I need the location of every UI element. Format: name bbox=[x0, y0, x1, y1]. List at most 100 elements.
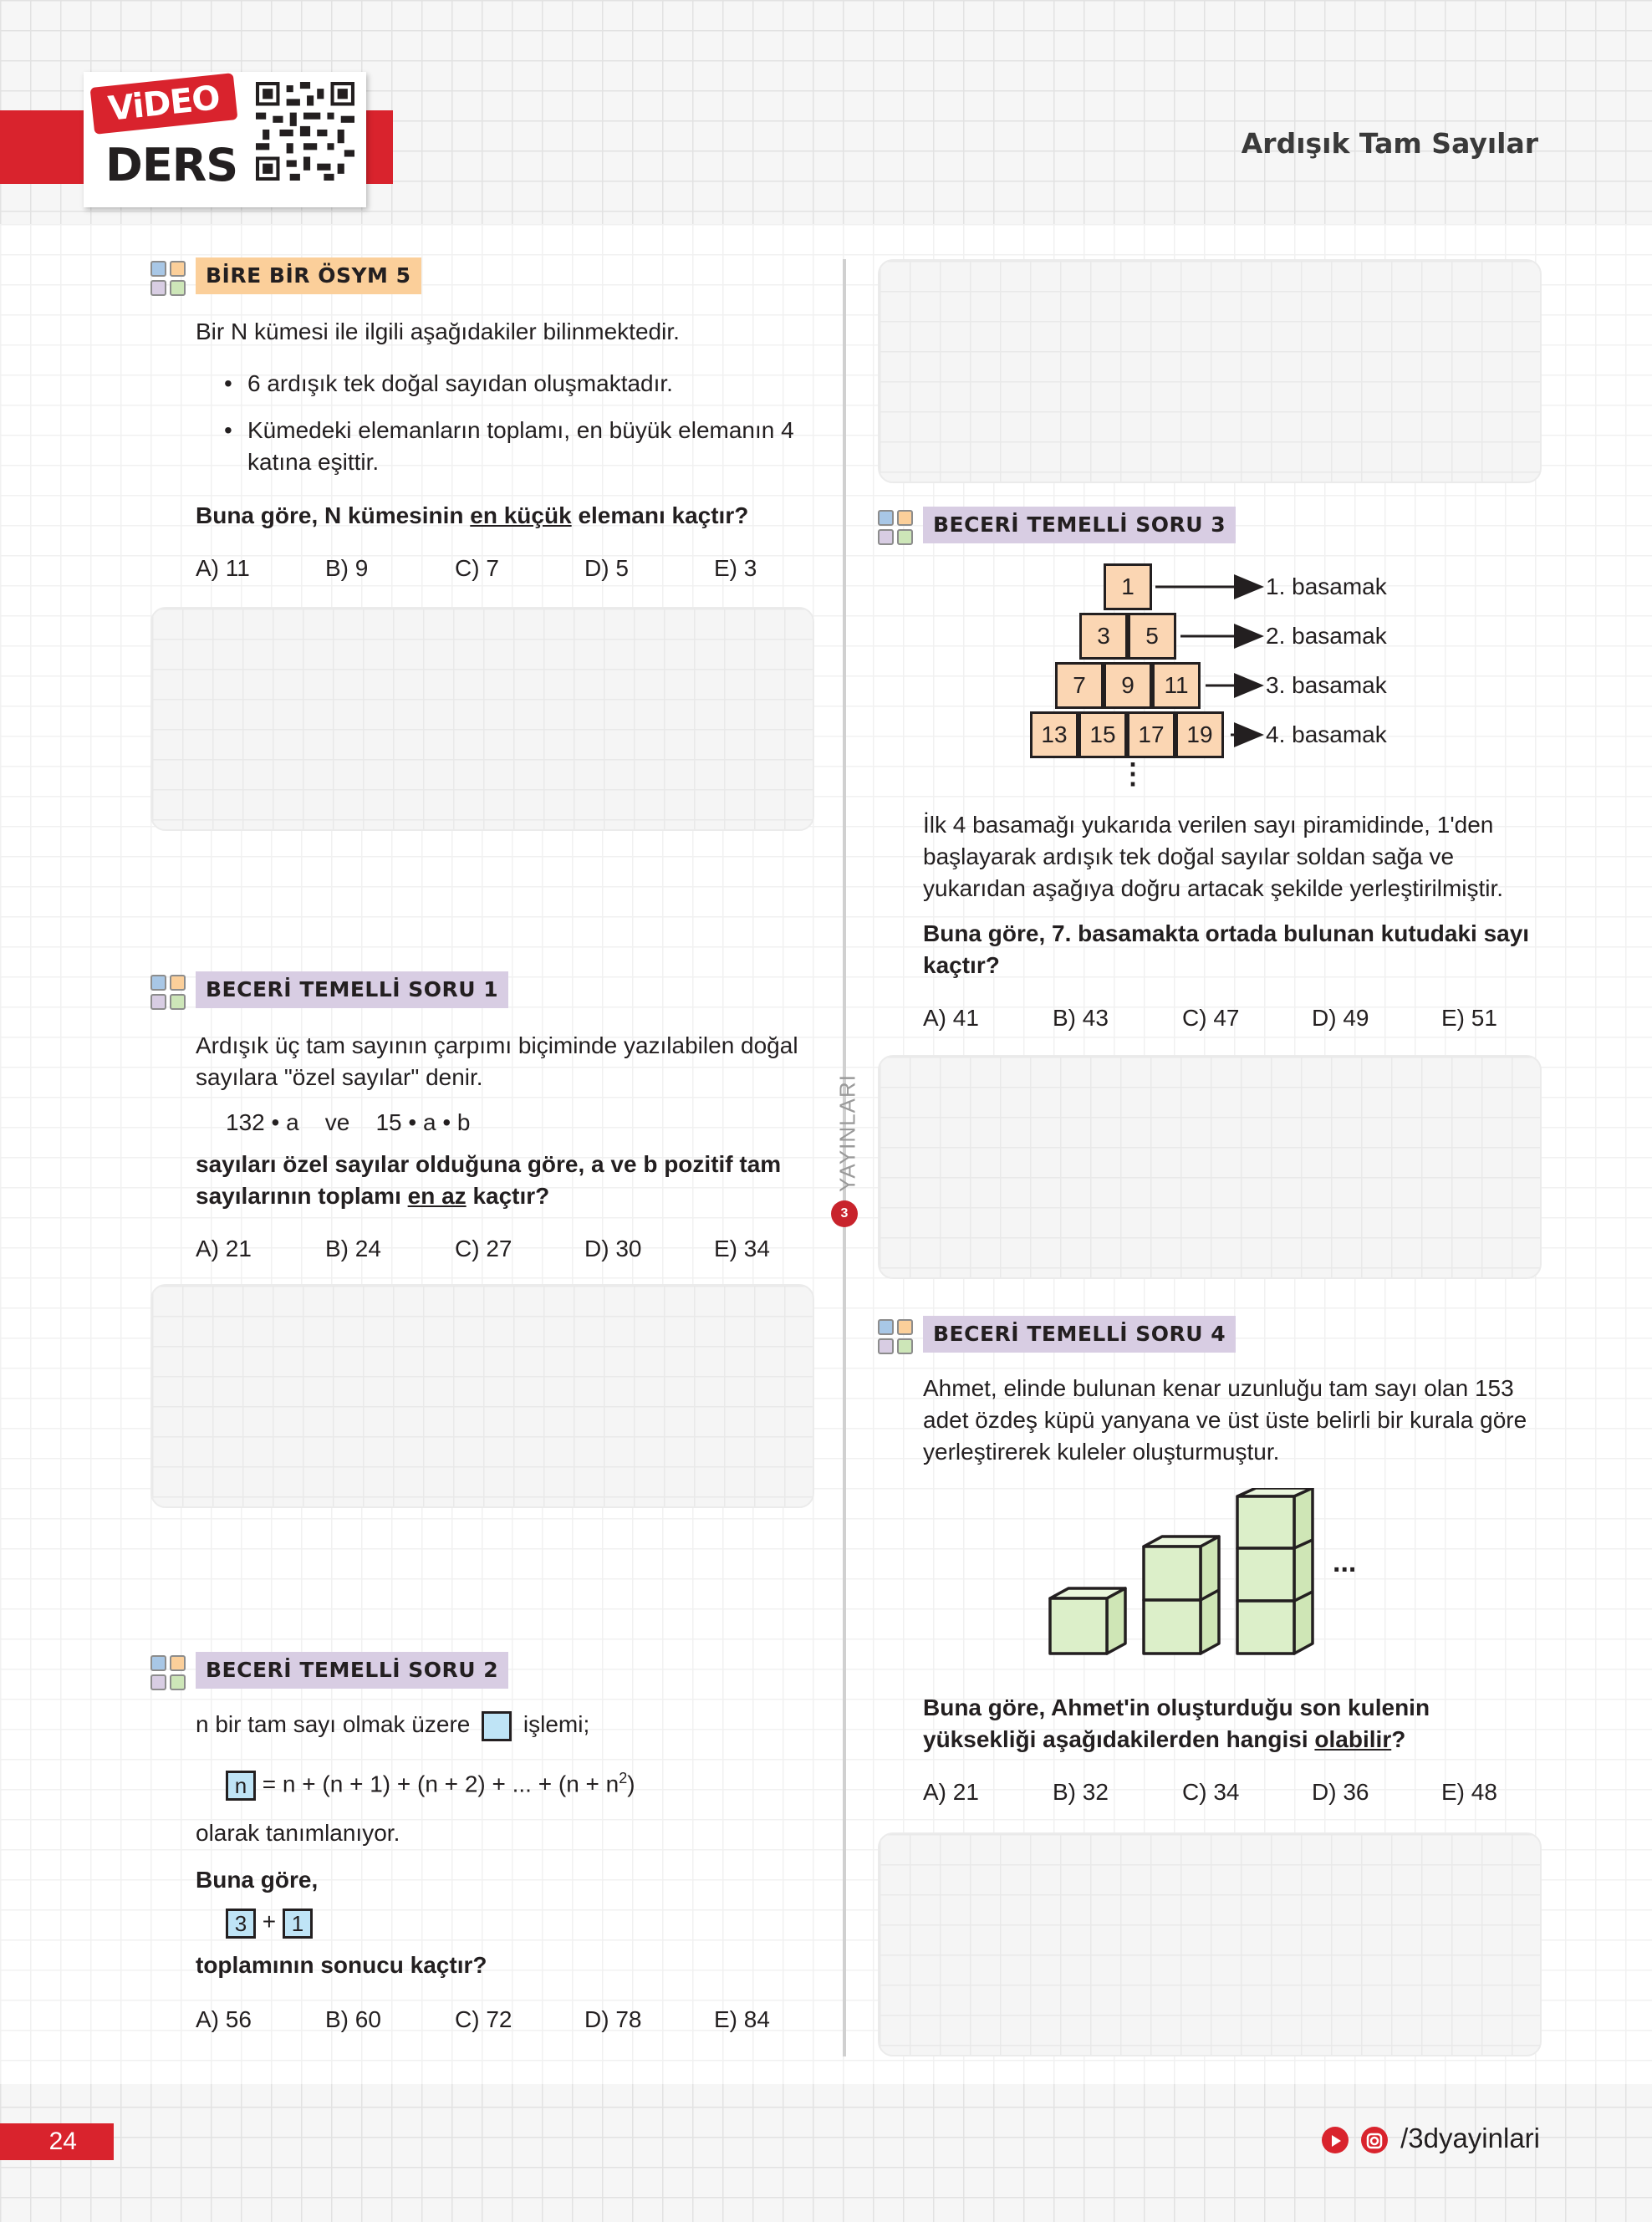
section-tag: BECERİ TEMELLİ SORU 3 bbox=[923, 507, 1236, 543]
option-a[interactable]: A) 41 bbox=[923, 1005, 979, 1031]
youtube-icon[interactable] bbox=[1321, 2127, 1349, 2154]
plus-sign: + bbox=[262, 1909, 277, 1934]
row-label: 3. basamak bbox=[1266, 672, 1387, 698]
option-d[interactable]: D) 49 bbox=[1312, 1005, 1369, 1031]
option-d[interactable]: D) 5 bbox=[584, 555, 629, 581]
question-prompt: toplamının sonucu kaçtır? bbox=[196, 1952, 487, 1978]
squares-icon bbox=[878, 1319, 915, 1356]
qr-code-icon[interactable] bbox=[256, 82, 354, 181]
question-line: olarak tanımlanıyor. bbox=[196, 1820, 400, 1846]
box-sum: 3 + 1 bbox=[226, 1906, 313, 1939]
option-e[interactable]: E) 48 bbox=[1441, 1779, 1497, 1805]
box-symbol-1: 1 bbox=[282, 1908, 313, 1939]
section-tag: BECERİ TEMELLİ SORU 4 bbox=[923, 1316, 1236, 1353]
question-line: yerleştirerek kuleler oluşturmuştur. bbox=[923, 1439, 1280, 1465]
option-b[interactable]: B) 32 bbox=[1053, 1779, 1109, 1805]
option-c[interactable]: C) 7 bbox=[455, 555, 499, 581]
formula-text: = n + (n + 1) + (n + 2) + ... + (n + n bbox=[262, 1771, 620, 1797]
question-prompt: sayılarının toplamı en az kaçtır? bbox=[196, 1180, 549, 1212]
question-line: İlk 4 basamağı yukarıda verilen sayı pir… bbox=[923, 812, 1494, 838]
option-e[interactable]: E) 51 bbox=[1441, 1005, 1497, 1031]
option-a[interactable]: A) 11 bbox=[196, 555, 250, 581]
question-text-end: ? bbox=[1391, 1726, 1406, 1752]
formula-sup: 2 bbox=[619, 1770, 628, 1786]
solution-area[interactable] bbox=[878, 1055, 1542, 1279]
option-a[interactable]: A) 21 bbox=[923, 1779, 979, 1805]
option-d[interactable]: D) 30 bbox=[584, 1236, 642, 1261]
bullet-item: Kümedeki elemanların toplamı, en büyük e… bbox=[224, 415, 794, 446]
pyramid-box: 7 bbox=[1055, 662, 1104, 709]
bullet-item: 6 ardışık tek doğal sayıdan oluşmaktadır… bbox=[224, 368, 673, 400]
question-prompt: Buna göre, Ahmet'in oluşturduğu son kule… bbox=[923, 1695, 1430, 1720]
solution-area[interactable] bbox=[150, 607, 814, 831]
question-line: yukarıdan aşağıya doğru artacak şekilde … bbox=[923, 875, 1504, 901]
question-text-end: elemanı kaçtır? bbox=[571, 502, 749, 528]
option-b[interactable]: B) 9 bbox=[325, 555, 369, 581]
question-line: sayılara "özel sayılar" denir. bbox=[196, 1064, 483, 1090]
expression: 132 • a ve 15 • a • b bbox=[226, 1109, 471, 1135]
option-a[interactable]: A) 56 bbox=[196, 2006, 252, 2032]
row-label: 4. basamak bbox=[1266, 721, 1387, 747]
box-symbol-n: n bbox=[226, 1770, 256, 1801]
option-c[interactable]: C) 27 bbox=[455, 1236, 512, 1261]
question-underline: en az bbox=[407, 1183, 467, 1209]
instagram-icon[interactable] bbox=[1360, 2127, 1388, 2154]
bullet-continuation: katına eşittir. bbox=[247, 449, 380, 475]
option-c[interactable]: C) 72 bbox=[455, 2006, 512, 2032]
cube-tower-2 bbox=[1142, 1535, 1221, 1655]
social-handle[interactable]: /3dyayinlari bbox=[1321, 2120, 1540, 2157]
question-intro: Bir N kümesi ile ilgili aşağıdakiler bil… bbox=[196, 319, 680, 344]
ders-label: DERS bbox=[105, 139, 238, 191]
page-title: Ardışık Tam Sayılar bbox=[1241, 127, 1538, 160]
option-e[interactable]: E) 84 bbox=[714, 2006, 770, 2032]
answer-options: A) 41 B) 43 C) 47 D) 49 E) 51 bbox=[923, 1001, 1542, 1035]
solution-area[interactable] bbox=[878, 259, 1542, 483]
answer-options: A) 56 B) 60 C) 72 D) 78 E) 84 bbox=[196, 2003, 814, 2036]
option-b[interactable]: B) 43 bbox=[1053, 1005, 1109, 1031]
option-c[interactable]: C) 34 bbox=[1182, 1779, 1240, 1805]
section-tag: BECERİ TEMELLİ SORU 1 bbox=[196, 971, 509, 1008]
question-line: adet özdeş küpü yanyana ve üst üste beli… bbox=[923, 1407, 1527, 1433]
solution-area[interactable] bbox=[150, 1284, 814, 1508]
question-prompt: Buna göre, 7. basamakta ortada bulunan k… bbox=[923, 920, 1530, 946]
page-number: 24 bbox=[0, 2123, 114, 2160]
box-symbol-3: 3 bbox=[226, 1908, 256, 1939]
option-b[interactable]: B) 60 bbox=[325, 2006, 381, 2032]
column-divider bbox=[843, 259, 846, 2056]
brand-logo-icon: 3 bbox=[831, 1200, 858, 1227]
squares-icon bbox=[150, 1655, 187, 1692]
option-c[interactable]: C) 47 bbox=[1182, 1005, 1240, 1031]
option-e[interactable]: E) 3 bbox=[714, 555, 757, 581]
question-line: n bir tam sayı olmak üzere işlemi; bbox=[196, 1709, 589, 1741]
question-text: sayılarının toplamı bbox=[196, 1183, 408, 1209]
continuation-dots: ⋮ bbox=[1119, 758, 1147, 790]
solution-area[interactable] bbox=[878, 1832, 1542, 2056]
cube-tower-3 bbox=[1236, 1488, 1314, 1655]
answer-options: A) 21 B) 32 C) 34 D) 36 E) 48 bbox=[923, 1776, 1542, 1809]
squares-icon bbox=[878, 510, 915, 547]
question-text: işlemi; bbox=[523, 1711, 590, 1737]
question-text: n bir tam sayı olmak üzere bbox=[196, 1711, 471, 1737]
pyramid-box: 9 bbox=[1104, 662, 1152, 709]
option-a[interactable]: A) 21 bbox=[196, 1236, 252, 1261]
answer-options: A) 11 B) 9 C) 7 D) 5 E) 3 bbox=[196, 552, 814, 585]
option-e[interactable]: E) 34 bbox=[714, 1236, 770, 1261]
question-prompt: sayıları özel sayılar olduğuna göre, a v… bbox=[196, 1151, 782, 1177]
option-d[interactable]: D) 78 bbox=[584, 2006, 642, 2032]
question-text-end: kaçtır? bbox=[466, 1183, 550, 1209]
video-ders-badge[interactable]: ViDEO DERS bbox=[84, 72, 366, 207]
pyramid-box: 17 bbox=[1127, 711, 1175, 758]
question-line: başlayarak ardışık tek doğal sayılar sol… bbox=[923, 843, 1455, 869]
arrows bbox=[1155, 574, 1264, 747]
option-b[interactable]: B) 24 bbox=[325, 1236, 381, 1261]
formula-end: ) bbox=[627, 1771, 635, 1797]
question-prompt: yüksekliği aşağıdakilerden hangisi olabi… bbox=[923, 1724, 1405, 1756]
question-prompt: Buna göre, bbox=[196, 1867, 319, 1893]
cube-towers-figure bbox=[1048, 1488, 1314, 1655]
pyramid-box: 15 bbox=[1078, 711, 1127, 758]
video-label: ViDEO bbox=[89, 73, 238, 135]
pyramid-box: 1 bbox=[1104, 563, 1152, 610]
option-d[interactable]: D) 36 bbox=[1312, 1779, 1369, 1805]
row-label: 1. basamak bbox=[1266, 573, 1387, 599]
continuation-dots: ... bbox=[1333, 1547, 1357, 1578]
